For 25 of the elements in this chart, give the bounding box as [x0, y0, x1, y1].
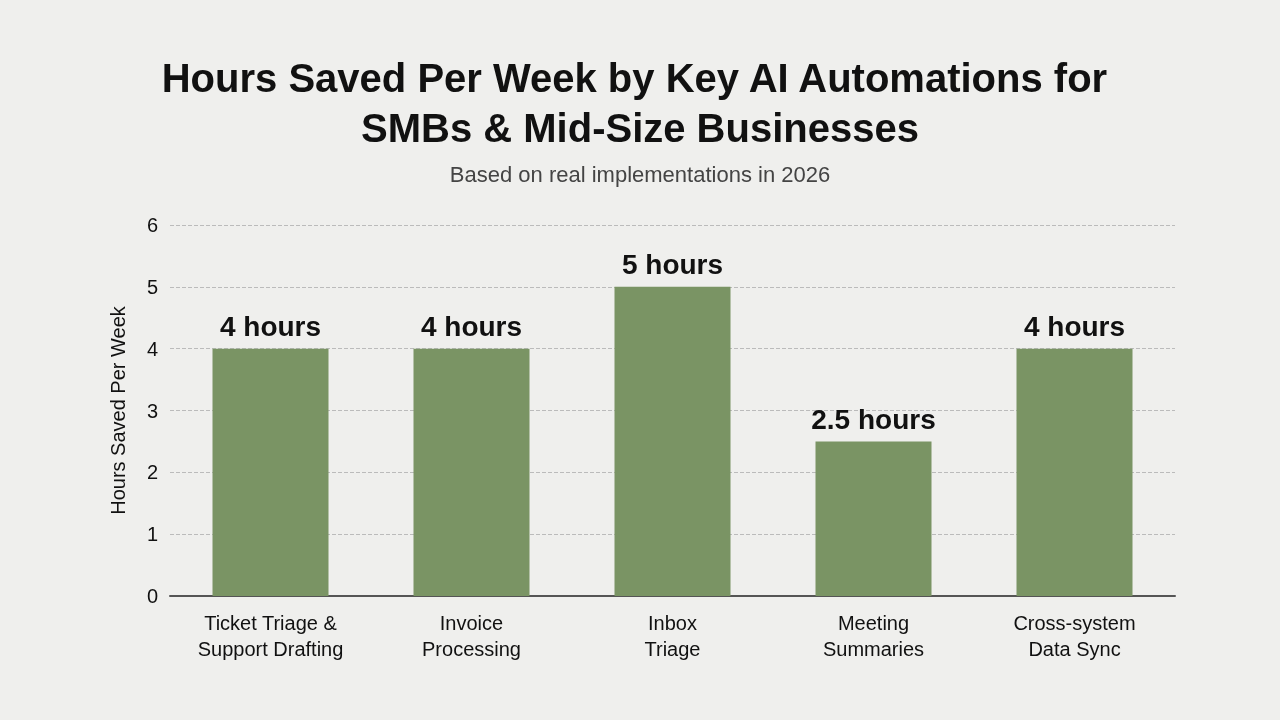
bar: [212, 348, 329, 596]
chart-title: Hours Saved Per Week by Key AI Automations for SMBs & Mid-Size Businesses: [161, 56, 1119, 150]
y-tick-label: 1: [146, 523, 158, 546]
y-tick-label: 3: [146, 399, 158, 422]
y-axis-title: Hours Saved Per Week: [107, 305, 129, 515]
bar: [413, 348, 530, 596]
bar: [1016, 348, 1133, 596]
x-tick-label: Cross-system Data Sync: [1013, 612, 1136, 660]
data-label: 2.5 hours: [811, 403, 936, 435]
x-tick-label: Invoice Processing: [422, 612, 521, 660]
bar: [815, 441, 932, 596]
data-label: 4 hours: [420, 311, 523, 343]
x-tick-label: Ticket Triage & Support Drafting: [197, 612, 344, 660]
y-tick-label: 2: [146, 461, 158, 484]
x-tick-label: Inbox Triage: [644, 612, 701, 660]
data-label: 4 hours: [1023, 311, 1126, 343]
chart-subtitle: Based on real implementations in 2026: [449, 161, 831, 187]
data-label: 4 hours: [219, 311, 322, 343]
x-tick-label: Meeting Summaries: [822, 612, 925, 660]
data-label: 5 hours: [621, 249, 724, 281]
y-tick-label: 4: [146, 337, 158, 360]
bar: [614, 286, 731, 596]
y-tick-label: 0: [146, 585, 158, 607]
y-tick-label: 5: [146, 275, 158, 298]
y-tick-label: 6: [146, 214, 158, 236]
